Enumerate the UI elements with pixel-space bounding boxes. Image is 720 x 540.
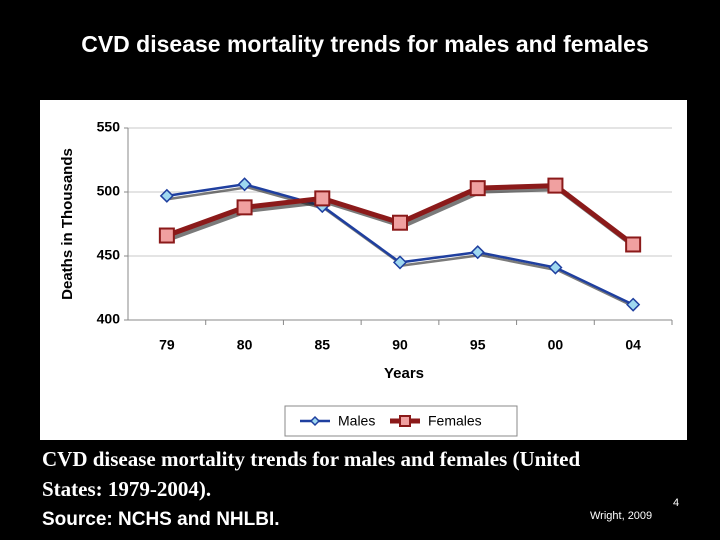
point xyxy=(469,180,486,197)
point xyxy=(399,415,411,427)
attribution: Wright, 2009 xyxy=(590,510,652,522)
x-tick-label: 85 xyxy=(314,337,330,353)
point xyxy=(470,245,485,260)
page-number: 4 xyxy=(673,497,679,509)
y-axis-label: Deaths in Thousands xyxy=(59,148,76,300)
x-tick-label: 00 xyxy=(548,337,564,353)
point xyxy=(548,260,563,275)
x-tick-label: 79 xyxy=(159,337,175,353)
point xyxy=(392,255,408,270)
y-tick-label: 500 xyxy=(97,183,121,199)
point xyxy=(314,190,331,207)
caption-continued: States: 1979-2004). xyxy=(42,477,211,501)
source: Source: NCHS and NHLBI. xyxy=(42,509,280,530)
slide-title: CVD disease mortality trends for males a… xyxy=(81,31,649,57)
point xyxy=(158,227,175,244)
point xyxy=(547,177,564,194)
chart-area xyxy=(40,100,687,440)
point xyxy=(237,177,252,192)
y-tick-label: 400 xyxy=(97,311,121,327)
caption: CVD disease mortality trends for males a… xyxy=(42,447,580,471)
point xyxy=(626,297,641,312)
x-tick-label: 80 xyxy=(237,337,253,353)
x-tick-label: 90 xyxy=(392,337,408,353)
caption-line: CVD disease mortality trends for males a… xyxy=(42,447,580,501)
x-tick-label: 04 xyxy=(625,337,641,353)
x-tick-label: 95 xyxy=(470,337,486,353)
point xyxy=(625,236,642,253)
x-axis-label: Years xyxy=(384,365,424,382)
y-tick-label: 450 xyxy=(97,247,121,263)
y-tick-label: 550 xyxy=(97,119,121,135)
point xyxy=(159,188,174,203)
point xyxy=(309,415,321,427)
legend-label: Males xyxy=(338,413,375,429)
point xyxy=(392,214,408,231)
legend-label: Females xyxy=(428,413,482,429)
point xyxy=(236,199,253,216)
